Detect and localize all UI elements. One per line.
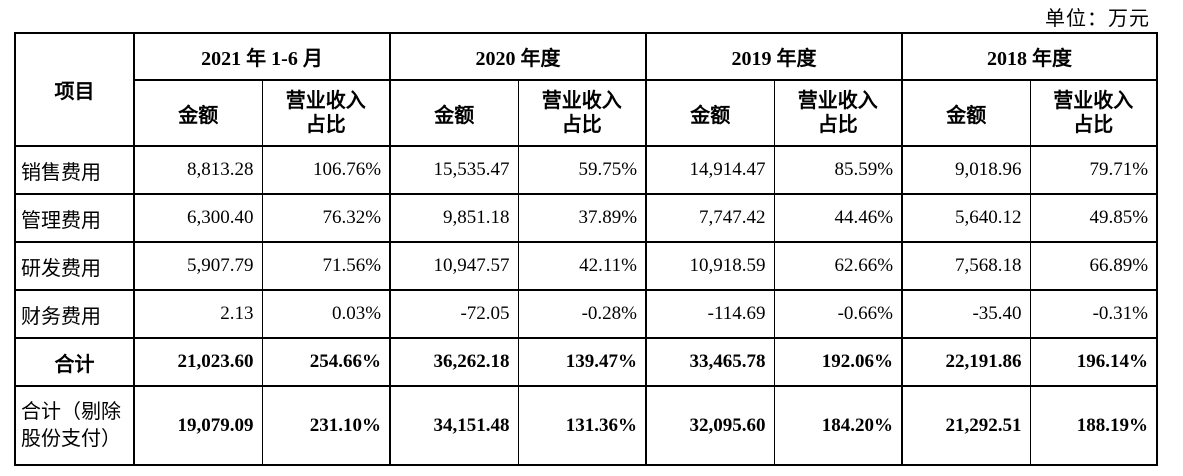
table-row-sales-expense: 销售费用 8,813.28 106.76% 15,535.47 59.75% 1…: [14, 145, 1158, 195]
amount-header: 金额: [389, 79, 519, 147]
amount-cell: 21,023.60: [133, 337, 263, 387]
ratio-cell: 184.20%: [773, 385, 903, 466]
amount-cell: 19,079.09: [133, 385, 263, 466]
ratio-cell: -0.31%: [1029, 289, 1158, 339]
ratio-cell: 71.56%: [261, 241, 391, 291]
row-label: 销售费用: [14, 145, 135, 195]
amount-cell: 5,640.12: [901, 193, 1031, 243]
table-row-total: 合计 21,023.60 254.66% 36,262.18 139.47% 3…: [14, 337, 1158, 387]
period-header-2020: 2020 年度: [389, 32, 647, 81]
ratio-cell: 66.89%: [1029, 241, 1158, 291]
ratio-cell: 37.89%: [517, 193, 647, 243]
ratio-cell: 76.32%: [261, 193, 391, 243]
amount-cell: 7,747.42: [645, 193, 775, 243]
amount-cell: -35.40: [901, 289, 1031, 339]
row-label: 管理费用: [14, 193, 135, 243]
row-label: 研发费用: [14, 241, 135, 291]
ratio-cell: 79.71%: [1029, 145, 1158, 195]
ratio-cell: 85.59%: [773, 145, 903, 195]
amount-header: 金额: [901, 79, 1031, 147]
amount-header: 金额: [645, 79, 775, 147]
ratio-cell: 49.85%: [1029, 193, 1158, 243]
revenue-ratio-header: 营业收入 占比: [773, 79, 903, 147]
period-header-row: 项目 2021 年 1-6 月 2020 年度 2019 年度 2018 年度: [14, 32, 1158, 147]
amount-cell: 32,095.60: [645, 385, 775, 466]
period-header-2019: 2019 年度: [645, 32, 903, 81]
amount-cell: 5,907.79: [133, 241, 263, 291]
table-row-rd-expense: 研发费用 5,907.79 71.56% 10,947.57 42.11% 10…: [14, 241, 1158, 291]
amount-cell: -114.69: [645, 289, 775, 339]
amount-cell: 33,465.78: [645, 337, 775, 387]
amount-cell: 8,813.28: [133, 145, 263, 195]
period-header-2018: 2018 年度: [901, 32, 1158, 81]
ratio-cell: 0.03%: [261, 289, 391, 339]
table-row-total-excl-share-payment: 合计（剔除股份支付） 19,079.09 231.10% 34,151.48 1…: [14, 385, 1158, 466]
amount-cell: 10,947.57: [389, 241, 519, 291]
ratio-cell: 44.46%: [773, 193, 903, 243]
revenue-ratio-header: 营业收入 占比: [1029, 79, 1158, 147]
amount-cell: 9,018.96: [901, 145, 1031, 195]
amount-header: 金额: [133, 79, 263, 147]
amount-cell: -72.05: [389, 289, 519, 339]
ratio-cell: 254.66%: [261, 337, 391, 387]
amount-cell: 9,851.18: [389, 193, 519, 243]
ratio-cell: 62.66%: [773, 241, 903, 291]
amount-cell: 2.13: [133, 289, 263, 339]
amount-cell: 21,292.51: [901, 385, 1031, 466]
table-row-finance-expense: 财务费用 2.13 0.03% -72.05 -0.28% -114.69 -0…: [14, 289, 1158, 339]
row-label: 合计（剔除股份支付）: [14, 385, 135, 466]
expenses-table: 项目 2021 年 1-6 月 2020 年度 2019 年度 2018 年度 …: [14, 32, 1159, 466]
ratio-cell: -0.28%: [517, 289, 647, 339]
revenue-ratio-header: 营业收入 占比: [261, 79, 391, 147]
amount-cell: 22,191.86: [901, 337, 1031, 387]
amount-cell: 36,262.18: [389, 337, 519, 387]
item-column-header: 项目: [14, 32, 135, 147]
table-row-admin-expense: 管理费用 6,300.40 76.32% 9,851.18 37.89% 7,7…: [14, 193, 1158, 243]
amount-cell: 14,914.47: [645, 145, 775, 195]
unit-label: 单位：万元: [1045, 8, 1150, 30]
row-label: 合计: [14, 337, 135, 387]
period-header-2021h1: 2021 年 1-6 月: [132, 32, 391, 81]
revenue-ratio-header: 营业收入 占比: [517, 79, 647, 147]
ratio-cell: 231.10%: [261, 385, 391, 466]
ratio-cell: 59.75%: [517, 145, 647, 195]
ratio-cell: 188.19%: [1029, 385, 1158, 466]
amount-cell: 7,568.18: [901, 241, 1031, 291]
ratio-cell: 139.47%: [517, 337, 647, 387]
ratio-cell: 192.06%: [773, 337, 903, 387]
row-label: 财务费用: [14, 289, 135, 339]
ratio-cell: 196.14%: [1029, 337, 1158, 387]
amount-cell: 34,151.48: [389, 385, 519, 466]
ratio-cell: -0.66%: [773, 289, 903, 339]
ratio-cell: 106.76%: [261, 145, 391, 195]
sub-header-row: 金额 营业收入 占比 金额 营业收入 占比 金额 营业收入 占比 金额 营业收入 占比: [15, 79, 1158, 147]
amount-cell: 6,300.40: [133, 193, 263, 243]
amount-cell: 15,535.47: [389, 145, 519, 195]
amount-cell: 10,918.59: [645, 241, 775, 291]
ratio-cell: 42.11%: [517, 241, 647, 291]
ratio-cell: 131.36%: [517, 385, 647, 466]
